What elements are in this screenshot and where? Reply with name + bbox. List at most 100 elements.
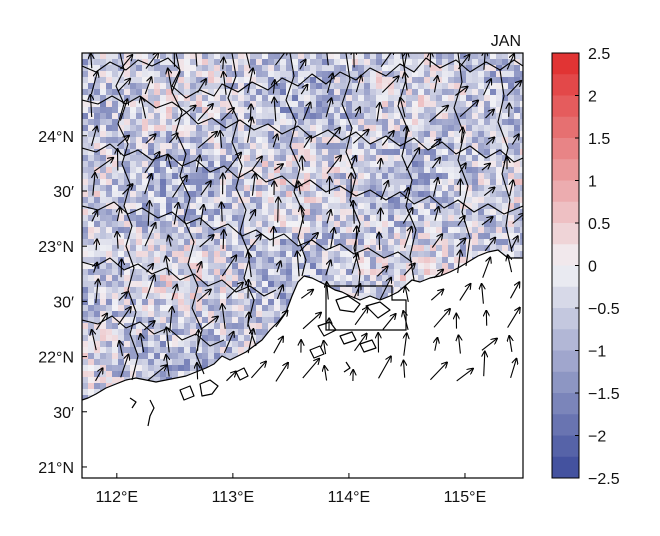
anomaly-cell [388, 155, 395, 162]
anomaly-cell [304, 161, 311, 168]
anomaly-cell [232, 59, 239, 66]
anomaly-cell [436, 269, 443, 276]
anomaly-cell [190, 359, 197, 366]
anomaly-cell [148, 125, 155, 132]
anomaly-cell [136, 137, 143, 144]
anomaly-cell [520, 239, 523, 246]
anomaly-cell [262, 191, 269, 198]
anomaly-cell [502, 215, 509, 222]
anomaly-cell [454, 227, 461, 234]
anomaly-cell [184, 269, 191, 276]
anomaly-cell [232, 239, 239, 246]
anomaly-cell [376, 83, 383, 90]
anomaly-cell [352, 89, 359, 96]
anomaly-cell [142, 269, 149, 276]
anomaly-cell [238, 131, 245, 138]
anomaly-cell [196, 299, 203, 306]
anomaly-cell [226, 161, 233, 168]
anomaly-cell [508, 131, 515, 138]
anomaly-cell [520, 221, 523, 228]
anomaly-cell [298, 107, 305, 114]
anomaly-cell [154, 215, 161, 222]
anomaly-cell [286, 95, 293, 102]
anomaly-cell [238, 125, 245, 132]
anomaly-cell [148, 209, 155, 216]
anomaly-cell [154, 359, 161, 366]
anomaly-cell [184, 71, 191, 78]
anomaly-cell [460, 167, 467, 174]
anomaly-cell [130, 323, 137, 330]
anomaly-cell [358, 257, 365, 264]
anomaly-cell [250, 281, 257, 288]
anomaly-cell [304, 155, 311, 162]
anomaly-cell [388, 179, 395, 186]
anomaly-cell [268, 89, 275, 96]
anomaly-cell [454, 215, 461, 222]
anomaly-cell [88, 83, 95, 90]
anomaly-cell [196, 305, 203, 312]
anomaly-cell [238, 221, 245, 228]
anomaly-cell [424, 167, 431, 174]
anomaly-cell [472, 221, 479, 228]
anomaly-cell [250, 83, 257, 90]
anomaly-cell [442, 227, 449, 234]
anomaly-cell [316, 209, 323, 216]
anomaly-cell [502, 77, 509, 84]
anomaly-cell [124, 83, 131, 90]
anomaly-cell [190, 269, 197, 276]
anomaly-cell [94, 65, 101, 72]
anomaly-cell [508, 107, 515, 114]
anomaly-cell [496, 59, 503, 66]
anomaly-cell [370, 113, 377, 120]
anomaly-cell [184, 275, 191, 282]
anomaly-cell [256, 191, 263, 198]
anomaly-cell [166, 77, 173, 84]
anomaly-cell [388, 263, 395, 270]
anomaly-cell [256, 323, 263, 330]
anomaly-cell [454, 167, 461, 174]
anomaly-cell [316, 263, 323, 270]
anomaly-cell [496, 71, 503, 78]
anomaly-cell [466, 173, 473, 180]
anomaly-cell [280, 269, 287, 276]
anomaly-cell [292, 209, 299, 216]
anomaly-cell [100, 173, 107, 180]
anomaly-cell [244, 71, 251, 78]
anomaly-cell [310, 89, 317, 96]
anomaly-cell [484, 131, 491, 138]
anomaly-cell [268, 299, 275, 306]
anomaly-cell [478, 233, 485, 240]
anomaly-cell [322, 197, 329, 204]
anomaly-cell [502, 83, 509, 90]
anomaly-cell [136, 299, 143, 306]
anomaly-cell [142, 137, 149, 144]
anomaly-cell [310, 269, 317, 276]
anomaly-cell [160, 179, 167, 186]
anomaly-cell [424, 149, 431, 156]
anomaly-cell [106, 359, 113, 366]
anomaly-cell [178, 329, 185, 336]
anomaly-cell [262, 269, 269, 276]
anomaly-cell [310, 143, 317, 150]
anomaly-cell [430, 227, 437, 234]
anomaly-cell [286, 251, 293, 258]
anomaly-cell [472, 191, 479, 198]
anomaly-cell [262, 209, 269, 216]
anomaly-cell [328, 65, 335, 72]
anomaly-cell [508, 215, 515, 222]
anomaly-cell [364, 113, 371, 120]
anomaly-cell [178, 191, 185, 198]
anomaly-cell [256, 95, 263, 102]
anomaly-cell [94, 311, 101, 318]
anomaly-cell [418, 167, 425, 174]
anomaly-cell [106, 71, 113, 78]
anomaly-cell [280, 275, 287, 282]
anomaly-cell [478, 119, 485, 126]
anomaly-cell [238, 227, 245, 234]
anomaly-cell [268, 239, 275, 246]
anomaly-cell [214, 257, 221, 264]
anomaly-cell [166, 191, 173, 198]
anomaly-cell [502, 203, 509, 210]
anomaly-cell [346, 191, 353, 198]
anomaly-cell [400, 101, 407, 108]
